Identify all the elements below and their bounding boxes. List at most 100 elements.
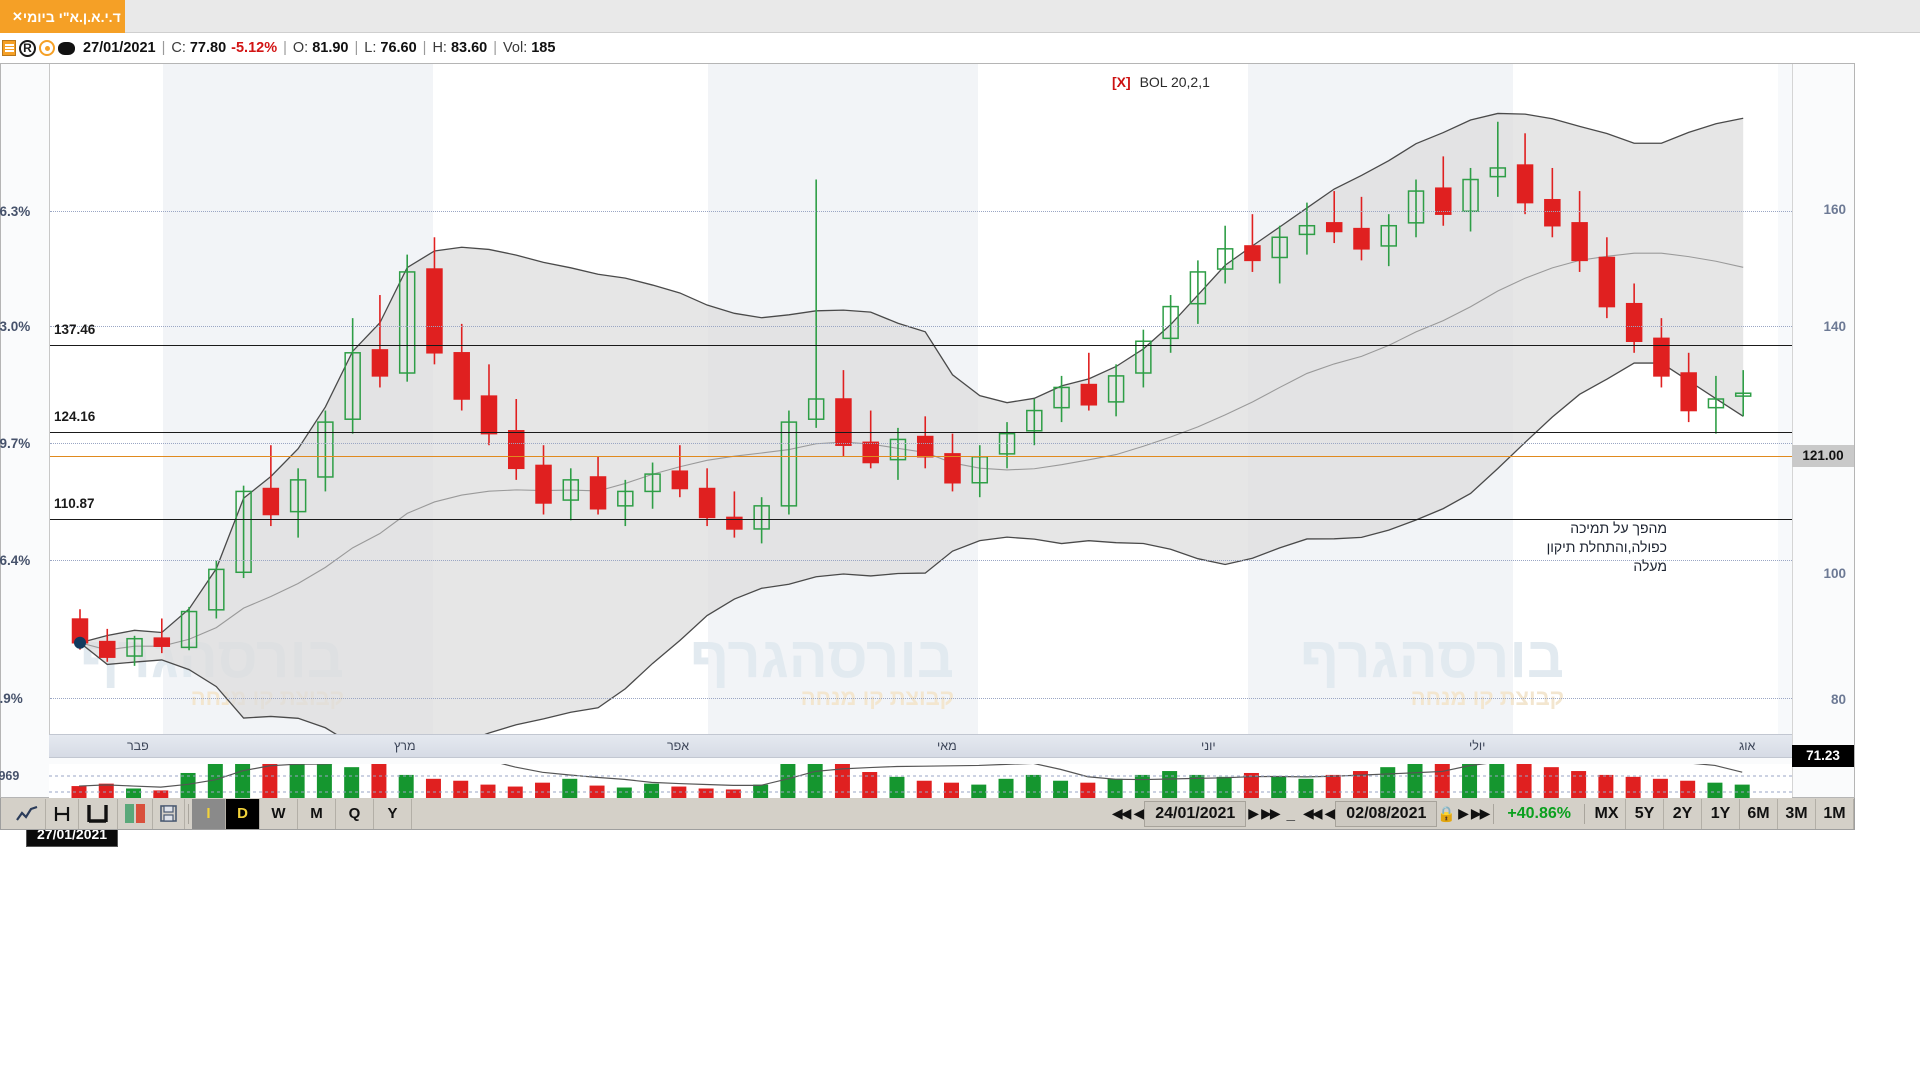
left-axis-label-0: 86.3%	[0, 204, 31, 219]
nav-last-from-icon[interactable]: ▶▶	[1261, 805, 1281, 821]
period-2y[interactable]: 2Y	[1664, 798, 1702, 829]
nav-prev-to-icon[interactable]: ◀	[1324, 805, 1336, 821]
separator-5: |	[493, 40, 498, 56]
separator-1: |	[161, 40, 166, 56]
nav-first-from-icon[interactable]: ◀◀	[1111, 805, 1132, 821]
indicator-legend[interactable]: [X] BOL 20,2,1	[1112, 74, 1210, 90]
volume-svg	[49, 764, 1792, 799]
period-5y[interactable]: 5Y	[1626, 798, 1664, 829]
nav-last-to-icon[interactable]: ▶▶	[1470, 805, 1491, 821]
left-axis-label-4: 6.9%	[0, 691, 23, 706]
lock-icon[interactable]: 🔒	[1437, 805, 1457, 823]
high-label: H:	[432, 40, 447, 56]
target-icon[interactable]	[39, 40, 55, 56]
high-value: 83.60	[450, 40, 488, 56]
time-axis: פבר מרץ אפר מאי יוני יולי אוג	[49, 734, 1792, 758]
period-1y[interactable]: 1Y	[1702, 798, 1740, 829]
nav-prev-from-icon[interactable]: ◀	[1133, 805, 1144, 821]
hlc-chart-icon[interactable]	[46, 798, 79, 829]
line-chart-icon[interactable]	[9, 798, 46, 829]
left-axis-label-2: 39.7%	[0, 436, 31, 451]
volume-axis-label-upper: ,969	[0, 769, 20, 783]
left-axis-label-3: 16.4%	[0, 553, 31, 568]
fib-gridline-2	[50, 443, 1792, 444]
timeframe-quarterly[interactable]: Q	[336, 798, 374, 829]
fib-gridline-3	[50, 560, 1792, 561]
price-label-124: 124.16	[54, 409, 96, 424]
month-band-jan	[50, 64, 163, 734]
date-to-field[interactable]: 02/08/2021	[1335, 800, 1438, 827]
tab-active-symbol[interactable]: ד.י.א.ן.א"י ביומי ✕	[0, 0, 125, 33]
right-axis-tick-80: 80	[1830, 692, 1846, 707]
close-label: C:	[171, 40, 186, 56]
tab-title: ד.י.א.ן.א"י ביומי	[22, 8, 121, 25]
quote-info-bar: R 27/01/2021 | C: 77.80 -5.12% | O: 81.9…	[0, 33, 1920, 63]
period-6m[interactable]: 6M	[1740, 798, 1778, 829]
indicator-name: BOL 20,2,1	[1139, 74, 1210, 90]
timeframe-monthly[interactable]: M	[298, 798, 336, 829]
chart-toolbar: I D W M Q Y ◀◀ ◀ 24/01/2021 ▶ ▶▶ _ ◀◀ ◀ …	[0, 798, 1855, 830]
volume-pane[interactable]	[49, 764, 1792, 799]
toolbar-divider-2	[1493, 803, 1495, 824]
right-axis-tick-100: 100	[1823, 566, 1846, 581]
current-price-line[interactable]	[50, 456, 1792, 457]
infobar-icon-group: R	[2, 39, 75, 57]
support-line-110[interactable]	[50, 519, 1792, 520]
fib-gridline-4	[50, 698, 1792, 699]
change-percent: -5.12%	[231, 40, 278, 56]
close-value: 77.80	[189, 40, 227, 56]
toolbar-divider-1	[188, 803, 189, 824]
month-label-3: מאי	[937, 739, 957, 753]
right-axis-tick-160: 160	[1823, 202, 1846, 217]
resistance-line-137[interactable]	[50, 345, 1792, 346]
volume-label: Vol:	[503, 40, 528, 56]
separator-4: |	[422, 40, 427, 56]
candlestick-svg	[71, 112, 1752, 734]
fib-gridline-0	[50, 211, 1792, 212]
date-from-field[interactable]: 24/01/2021	[1144, 800, 1247, 827]
save-icon[interactable]	[153, 798, 185, 829]
candlestick-chart-icon[interactable]	[118, 798, 153, 829]
toolbar-start-spacer	[1, 798, 9, 829]
period-mx[interactable]: MX	[1588, 798, 1626, 829]
close-icon[interactable]: ✕	[12, 8, 23, 24]
range-dash: _	[1286, 805, 1295, 822]
left-percent-axis: 86.3% 63.0% 39.7% 16.4% 6.9%	[0, 64, 49, 797]
registered-icon[interactable]: R	[19, 39, 36, 57]
fib-gridline-1	[50, 326, 1792, 327]
nav-next-from-icon[interactable]: ▶	[1248, 805, 1259, 821]
timeframe-yearly[interactable]: Y	[374, 798, 412, 829]
support-line-124[interactable]	[50, 432, 1792, 433]
nav-next-to-icon[interactable]: ▶	[1458, 805, 1469, 821]
month-label-2: אפר	[667, 739, 690, 753]
volume-value: 185	[531, 40, 556, 56]
period-1m[interactable]: 1M	[1816, 798, 1854, 829]
range-change-percent: +40.86%	[1507, 804, 1571, 822]
period-3m[interactable]: 3M	[1778, 798, 1816, 829]
nav-first-to-icon[interactable]: ◀◀	[1302, 805, 1323, 821]
right-price-axis: 160 140 121.00 100 80 71.23	[1792, 64, 1854, 797]
separator-3: |	[354, 40, 359, 56]
document-icon[interactable]	[2, 40, 16, 56]
current-price-badge: 121.00	[1792, 445, 1854, 467]
month-label-6: אוג	[1739, 739, 1756, 753]
comment-icon[interactable]	[58, 41, 75, 55]
timeframe-daily[interactable]: D	[226, 798, 260, 829]
month-label-1: מרץ	[394, 739, 416, 753]
chart-container[interactable]: 86.3% 63.0% 39.7% 16.4% 6.9% בורסהגרף קב…	[0, 63, 1855, 847]
timeframe-intraday[interactable]: I	[192, 798, 226, 829]
month-label-5: יולי	[1469, 739, 1486, 753]
open-label: O:	[292, 40, 309, 56]
right-axis-tick-140: 140	[1823, 319, 1846, 334]
open-value: 81.90	[312, 40, 349, 56]
quote-date: 27/01/2021	[83, 40, 156, 56]
left-axis-label-1: 63.0%	[0, 319, 31, 334]
separator-2: |	[283, 40, 287, 56]
timeframe-weekly[interactable]: W	[260, 798, 298, 829]
month-label-0: פבר	[127, 739, 149, 753]
ohlc-chart-icon[interactable]	[79, 798, 118, 829]
price-plot-area[interactable]: בורסהגרף קבוצת קו מנחה בורסהגרף קבוצת קו…	[49, 64, 1792, 734]
indicator-remove-icon[interactable]: [X]	[1112, 74, 1131, 90]
chart-annotation[interactable]: מהפך על תמיכה כפולה,והתחלת תיקון מעלה	[1546, 520, 1667, 574]
